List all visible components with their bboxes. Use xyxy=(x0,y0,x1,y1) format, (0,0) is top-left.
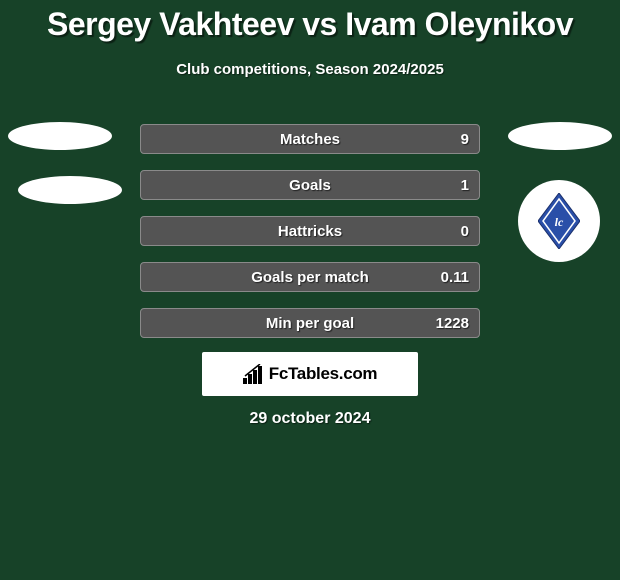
team-logo-circle: lc xyxy=(518,180,600,262)
stat-label: Goals per match xyxy=(251,269,369,286)
stat-label: Hattricks xyxy=(278,223,342,240)
stat-value: 9 xyxy=(461,131,469,148)
stat-value: 1 xyxy=(461,177,469,194)
stat-value: 1228 xyxy=(436,315,469,332)
stat-value: 0 xyxy=(461,223,469,240)
brand-box[interactable]: FcTables.com xyxy=(202,352,418,396)
bars-icon xyxy=(243,364,265,384)
left-badge-1 xyxy=(8,122,112,150)
stat-row: Goals 1 xyxy=(140,170,480,200)
stat-label: Matches xyxy=(280,131,340,148)
date-text: 29 october 2024 xyxy=(0,410,620,428)
stat-label: Min per goal xyxy=(266,315,354,332)
page-subtitle: Club competitions, Season 2024/2025 xyxy=(0,61,620,78)
page-title: Sergey Vakhteev vs Ivam Oleynikov xyxy=(0,0,620,43)
stat-row: Hattricks 0 xyxy=(140,216,480,246)
team-logo-icon: lc xyxy=(538,193,580,249)
stats-container: Matches 9 Goals 1 Hattricks 0 Goals per … xyxy=(140,124,480,354)
svg-text:lc: lc xyxy=(555,215,564,229)
brand-text: FcTables.com xyxy=(269,364,378,384)
right-badge-1 xyxy=(508,122,612,150)
left-badge-2 xyxy=(18,176,122,204)
stat-label: Goals xyxy=(289,177,331,194)
stat-value: 0.11 xyxy=(441,269,469,286)
stat-row: Matches 9 xyxy=(140,124,480,154)
stat-row: Min per goal 1228 xyxy=(140,308,480,338)
stat-row: Goals per match 0.11 xyxy=(140,262,480,292)
